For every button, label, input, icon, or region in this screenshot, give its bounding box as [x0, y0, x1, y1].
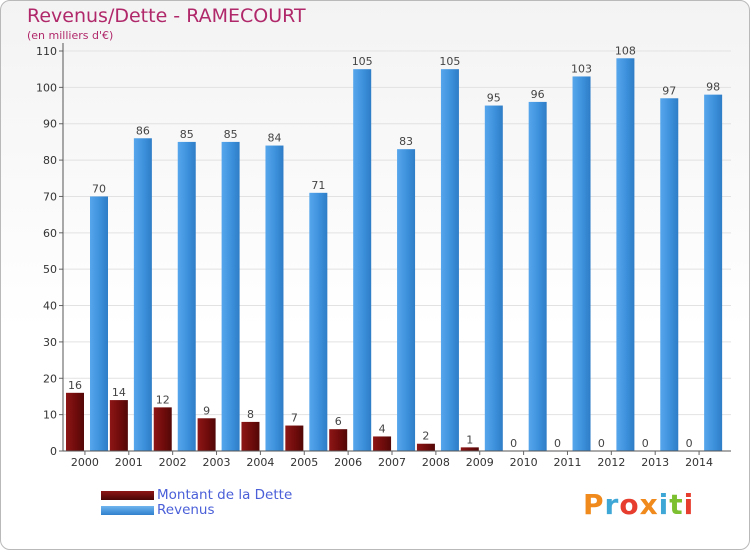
debt-value-label: 9: [203, 404, 210, 417]
revenue-value-label: 105: [352, 55, 373, 68]
proxiti-logo: Proxiti: [583, 488, 694, 521]
debt-value-label: 0: [598, 437, 605, 450]
debt-bar: [197, 418, 216, 451]
revenue-bar: [353, 69, 372, 451]
x-tick-label: 2006: [334, 456, 362, 469]
x-tick-label: 2004: [246, 456, 274, 469]
revenue-bar: [528, 101, 547, 451]
debt-bar: [153, 407, 172, 451]
y-tick-label: 70: [43, 190, 57, 203]
revenue-value-label: 96: [531, 88, 545, 101]
revenue-bar: [484, 105, 503, 451]
x-tick-label: 2005: [290, 456, 318, 469]
debt-bar: [241, 421, 260, 451]
x-tick-label: 2010: [510, 456, 538, 469]
y-tick-label: 10: [43, 409, 57, 422]
debt-value-label: 12: [156, 393, 170, 406]
debt-value-label: 2: [422, 430, 429, 443]
revenue-value-label: 85: [224, 128, 238, 141]
revenue-value-label: 71: [311, 179, 325, 192]
revenue-value-label: 108: [615, 44, 636, 57]
debt-bar: [109, 400, 128, 451]
chart-subtitle: (en milliers d'€): [27, 29, 114, 42]
debt-value-label: 1: [466, 433, 473, 446]
logo-letter: P: [583, 488, 605, 521]
revenue-bar: [265, 145, 284, 451]
logo-letter: i: [683, 488, 695, 521]
revenue-value-label: 95: [487, 92, 501, 105]
y-tick-label: 40: [43, 300, 57, 313]
revenue-bar: [177, 141, 196, 451]
chart-title: Revenus/Dette - RAMECOURT: [27, 5, 306, 27]
revenue-value-label: 103: [571, 62, 592, 75]
debt-bar: [373, 436, 392, 451]
logo-letter: t: [669, 488, 684, 521]
x-tick-label: 2007: [378, 456, 406, 469]
debt-value-label: 8: [247, 408, 254, 421]
debt-bar: [460, 447, 479, 451]
debt-value-label: 0: [642, 437, 649, 450]
debt-value-label: 4: [379, 422, 386, 435]
debt-value-label: 6: [335, 415, 342, 428]
x-tick-label: 2001: [115, 456, 143, 469]
revenue-bar: [440, 69, 459, 451]
revenue-value-label: 84: [267, 132, 281, 145]
y-tick-label: 100: [36, 81, 57, 94]
revenue-value-label: 97: [662, 84, 676, 97]
debt-value-label: 0: [510, 437, 517, 450]
debt-value-label: 0: [554, 437, 561, 450]
x-tick-label: 2013: [641, 456, 669, 469]
debt-bar: [66, 392, 84, 451]
y-tick-label: 60: [43, 227, 57, 240]
x-tick-label: 2011: [553, 456, 581, 469]
revenue-value-label: 85: [180, 128, 194, 141]
debt-value-label: 14: [112, 386, 126, 399]
x-tick-label: 2003: [203, 456, 231, 469]
y-tick-label: 110: [36, 45, 57, 58]
revenue-value-label: 70: [92, 182, 106, 195]
logo-letter: i: [658, 488, 670, 521]
y-tick-label: 50: [43, 263, 57, 276]
revenue-bar: [660, 98, 679, 451]
debt-bar: [416, 443, 435, 451]
y-tick-label: 0: [50, 445, 57, 458]
logo-letter: x: [639, 488, 659, 521]
x-tick-label: 2014: [685, 456, 713, 469]
revenue-bar: [221, 141, 240, 451]
legend-swatch-dette: [101, 491, 154, 500]
debt-bar: [285, 425, 304, 451]
revenue-value-label: 83: [399, 135, 413, 148]
revenue-bar: [704, 94, 723, 452]
x-tick-label: 2009: [466, 456, 494, 469]
x-tick-label: 2012: [597, 456, 625, 469]
debt-value-label: 0: [686, 437, 693, 450]
y-tick-label: 80: [43, 154, 57, 167]
revenue-bar: [397, 149, 416, 451]
legend-label-revenus: Revenus: [157, 502, 215, 518]
debt-value-label: 7: [291, 412, 298, 425]
legend-label-dette: Montant de la Dette: [157, 487, 293, 503]
logo-letter: o: [619, 488, 640, 521]
revenue-value-label: 86: [136, 124, 150, 137]
debt-bar: [329, 429, 348, 451]
revenue-bar: [309, 192, 328, 451]
y-tick-label: 30: [43, 336, 57, 349]
revenue-bar: [572, 76, 591, 452]
revenue-value-label: 98: [706, 81, 720, 94]
x-tick-label: 2008: [422, 456, 450, 469]
revenue-bar: [133, 138, 152, 452]
x-tick-label: 2002: [159, 456, 187, 469]
legend-swatch-revenus: [101, 506, 154, 515]
logo-letter: r: [604, 488, 620, 521]
debt-value-label: 16: [68, 379, 82, 392]
revenue-bar: [90, 196, 108, 451]
y-tick-label: 20: [43, 372, 57, 385]
y-tick-label: 90: [43, 118, 57, 131]
x-tick-label: 2000: [71, 456, 99, 469]
revenue-bar: [616, 58, 635, 451]
revenue-value-label: 105: [439, 55, 460, 68]
